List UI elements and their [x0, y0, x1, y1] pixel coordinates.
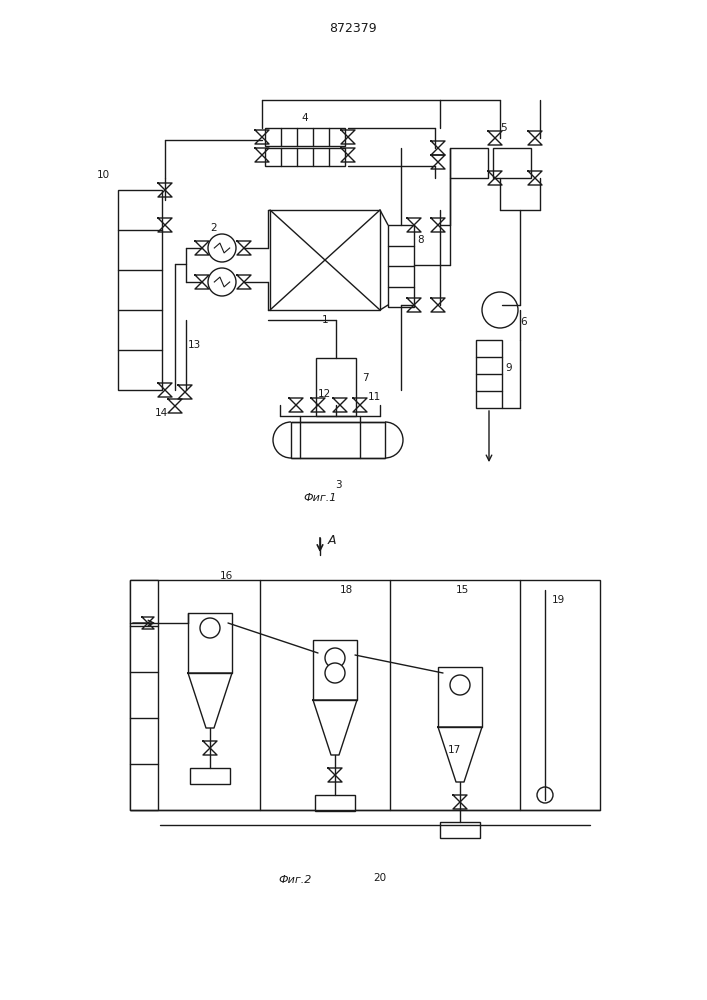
Bar — [388, 225, 414, 307]
Text: 14: 14 — [155, 408, 168, 418]
Text: 1: 1 — [322, 315, 328, 325]
Text: 4: 4 — [302, 113, 308, 123]
Bar — [130, 580, 600, 810]
Circle shape — [208, 234, 236, 262]
Bar — [190, 768, 230, 784]
Circle shape — [325, 663, 345, 683]
Bar — [316, 358, 356, 416]
Bar — [476, 340, 502, 408]
Text: 16: 16 — [220, 571, 233, 581]
Bar — [118, 190, 162, 390]
Text: 5: 5 — [500, 123, 507, 133]
Bar — [291, 422, 385, 458]
Bar — [313, 640, 357, 700]
Circle shape — [482, 292, 518, 328]
Circle shape — [200, 618, 220, 638]
Text: 20: 20 — [373, 873, 387, 883]
Bar — [265, 128, 345, 146]
Text: 19: 19 — [552, 595, 566, 605]
Bar — [450, 148, 488, 178]
Bar — [130, 580, 158, 810]
Circle shape — [325, 648, 345, 668]
Text: 7: 7 — [362, 373, 368, 383]
Text: 15: 15 — [456, 585, 469, 595]
Bar — [440, 822, 480, 838]
Text: 17: 17 — [448, 745, 461, 755]
Text: 3: 3 — [334, 480, 341, 490]
Text: Фиг.2: Фиг.2 — [279, 875, 312, 885]
Text: 2: 2 — [210, 223, 216, 233]
Text: 18: 18 — [340, 585, 354, 595]
Bar — [438, 667, 482, 727]
Circle shape — [208, 268, 236, 296]
Text: 12: 12 — [318, 389, 332, 399]
Text: 10: 10 — [97, 170, 110, 180]
Bar — [270, 210, 380, 310]
Text: 11: 11 — [368, 392, 381, 402]
Circle shape — [450, 675, 470, 695]
Bar — [188, 613, 232, 673]
Bar — [493, 148, 531, 178]
Circle shape — [537, 787, 553, 803]
Text: A: A — [328, 534, 337, 546]
Text: 13: 13 — [188, 340, 201, 350]
Text: Фиг.1: Фиг.1 — [303, 493, 337, 503]
Bar — [315, 795, 355, 811]
Text: 872379: 872379 — [329, 21, 377, 34]
Text: 6: 6 — [520, 317, 527, 327]
Text: 9: 9 — [505, 363, 512, 373]
Bar — [265, 148, 345, 166]
Text: 8: 8 — [417, 235, 423, 245]
